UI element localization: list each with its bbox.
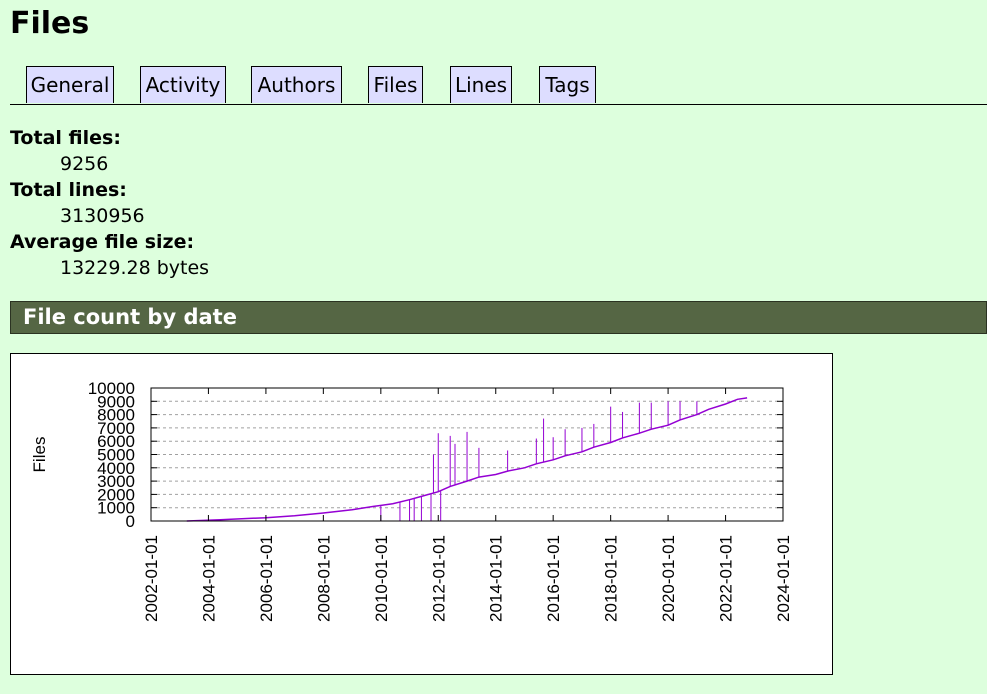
total-lines-label: Total lines:: [10, 179, 127, 201]
x-tick-label: 2016-01-01: [544, 535, 563, 622]
tab-activity[interactable]: Activity: [140, 66, 226, 103]
x-tick-label: 2002-01-01: [142, 535, 161, 622]
tab-tags[interactable]: Tags: [539, 66, 596, 103]
page-title: Files: [10, 6, 90, 41]
stats-list: Total files: 9256 Total lines: 3130956 A…: [10, 125, 209, 281]
total-lines-value: 3130956: [60, 205, 145, 227]
chart-svg: 0100020003000400050006000700080009000100…: [30, 379, 793, 622]
file-count-chart: 0 1000 2000 3000 4000 5000 6000 7000 8000 9000 100…: [10, 353, 833, 675]
tab-files[interactable]: Files: [368, 66, 423, 103]
section-header: File count by date: [10, 301, 987, 334]
tab-general[interactable]: General: [26, 66, 114, 103]
x-tick-label: 2004-01-01: [199, 535, 218, 622]
x-tick-label: 2024-01-01: [774, 535, 793, 622]
x-tick-label: 2020-01-01: [659, 535, 678, 622]
y-tick-label: 1000: [97, 499, 135, 518]
y-tick-label: 2000: [97, 485, 135, 504]
y-tick-label: 7000: [97, 419, 135, 438]
series-line: [186, 397, 748, 522]
y-axis-label: Files: [30, 437, 49, 473]
total-files-value: 9256: [60, 153, 109, 175]
average-file-size-label: Average file size:: [10, 231, 195, 253]
y-tick-label: 9000: [97, 392, 135, 411]
total-files-label: Total files:: [10, 127, 121, 149]
tab-authors[interactable]: Authors: [251, 66, 342, 103]
x-tick-label: 2018-01-01: [602, 535, 621, 622]
y-tick-label: 3000: [97, 472, 135, 491]
x-tick-label: 2022-01-01: [717, 535, 736, 622]
y-tick-label: 10000: [88, 379, 135, 398]
x-tick-label: 2010-01-01: [372, 535, 391, 622]
average-file-size-value: 13229.28 bytes: [60, 257, 210, 279]
x-tick-label: 2012-01-01: [429, 535, 448, 622]
y-tick-label: 5000: [97, 446, 135, 465]
tab-bar: General Activity Authors Files Lines Tag…: [10, 66, 987, 105]
x-tick-label: 2008-01-01: [314, 535, 333, 622]
x-tick-label: 2014-01-01: [487, 535, 506, 622]
y-tick-label: 8000: [97, 406, 135, 425]
y-tick-label: 6000: [97, 432, 135, 451]
tab-lines[interactable]: Lines: [450, 66, 512, 103]
y-tick-label: 0: [126, 512, 135, 531]
x-tick-label: 2006-01-01: [257, 535, 276, 622]
y-tick-label: 4000: [97, 459, 135, 478]
plot-frame: [150, 387, 784, 522]
